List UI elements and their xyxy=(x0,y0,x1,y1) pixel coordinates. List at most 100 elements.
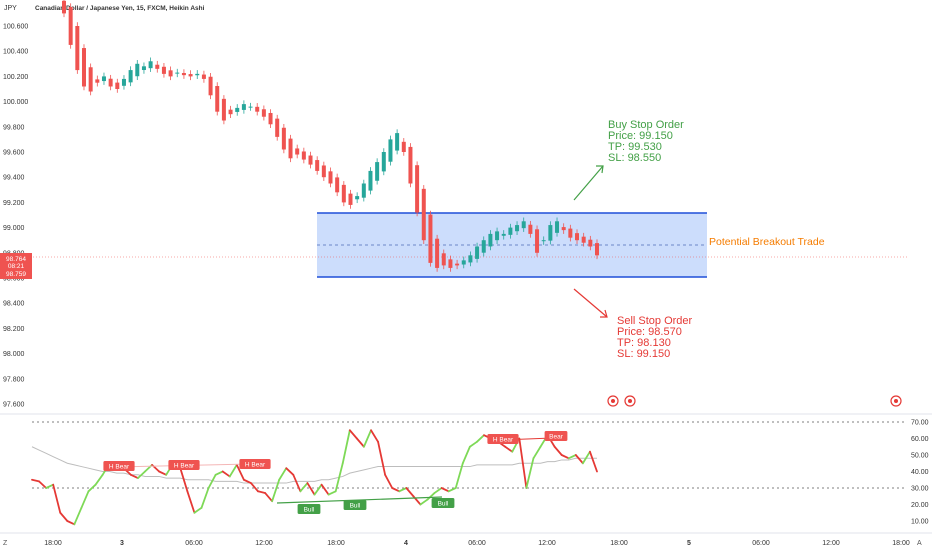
time-label: 4 xyxy=(404,540,408,547)
osc-segment xyxy=(377,440,387,476)
osc-segment xyxy=(45,483,55,489)
sell-sl: SL: 99.150 xyxy=(617,348,670,360)
osc-segment xyxy=(461,445,471,465)
osc-segment xyxy=(525,457,535,489)
candle xyxy=(421,185,426,244)
candle xyxy=(215,82,220,116)
oscillator-pane xyxy=(31,421,906,526)
time-label: 5 xyxy=(687,540,691,547)
osc-tick: 20.00 xyxy=(911,502,929,509)
bull-label: Bull xyxy=(431,498,455,508)
osc-segment xyxy=(200,487,210,509)
z-icon[interactable]: Z xyxy=(3,540,8,547)
osc-segment xyxy=(426,492,436,501)
candle xyxy=(295,144,300,159)
candle xyxy=(81,44,86,91)
osc-segment xyxy=(581,450,591,465)
osc-segment xyxy=(589,450,598,473)
bear-label: H Bear xyxy=(103,461,135,471)
countdown-label: 08:21 xyxy=(8,263,25,270)
breakout-label: Potential Breakout Trade xyxy=(709,236,825,248)
buy-sl: SL: 98.550 xyxy=(608,152,661,164)
osc-segment xyxy=(193,506,203,514)
osc-segment xyxy=(391,487,401,493)
time-label: 18:00 xyxy=(892,540,910,547)
osc-segment xyxy=(553,445,563,456)
event-icon[interactable] xyxy=(607,395,619,407)
osc-segment xyxy=(228,463,238,478)
osc-segment xyxy=(355,437,365,448)
candle xyxy=(495,227,500,244)
buy-arrow-line xyxy=(573,165,604,201)
osc-segment xyxy=(242,478,252,484)
buy-title: Buy Stop Order xyxy=(608,119,684,131)
candle xyxy=(148,57,153,72)
osc-segment xyxy=(94,473,104,486)
time-label: 3 xyxy=(120,540,124,547)
osc-segment xyxy=(476,434,485,443)
candle xyxy=(455,259,460,270)
osc-segment xyxy=(87,483,97,493)
price-tag xyxy=(0,253,32,279)
sell-arrow-line xyxy=(573,288,608,318)
svg-text:Bear: Bear xyxy=(549,434,564,441)
osc-segment xyxy=(405,487,415,498)
osc-segment xyxy=(341,429,351,465)
candle xyxy=(348,189,353,209)
candle xyxy=(301,147,306,164)
time-label: 18:00 xyxy=(327,540,345,547)
osc-segment xyxy=(52,483,62,514)
candle xyxy=(361,179,366,202)
auto-scale-icon[interactable]: A xyxy=(917,540,922,547)
time-label: 06:00 xyxy=(185,540,203,547)
time-label: 12:00 xyxy=(538,540,556,547)
candle xyxy=(141,62,146,74)
osc-segment xyxy=(440,487,450,493)
osc-segment xyxy=(186,490,196,514)
osc-segment xyxy=(250,482,259,493)
current-price-label: 98.764 xyxy=(6,256,26,263)
candle xyxy=(415,161,420,217)
event-icon[interactable] xyxy=(624,395,636,407)
candle xyxy=(555,217,560,237)
candle xyxy=(521,217,526,232)
osc-segment xyxy=(327,490,337,496)
osc-segment xyxy=(419,498,429,506)
osc-tick: 60.00 xyxy=(911,436,929,443)
osc-segment xyxy=(370,429,379,443)
osc-segment xyxy=(264,492,274,503)
time-label: 18:00 xyxy=(44,540,62,547)
osc-segment xyxy=(137,470,146,480)
prev-price-label: 98.759 xyxy=(6,271,26,278)
candle xyxy=(528,220,533,238)
price-tick: 99.800 xyxy=(3,124,25,131)
osc-segment xyxy=(560,454,570,460)
candle xyxy=(201,70,206,83)
time-label: 12:00 xyxy=(255,540,273,547)
bear-label: H Bear xyxy=(168,460,200,470)
time-axis[interactable]: 18:00 3 06:00 12:00 18:00 4 06:00 12:00 18:00 5 06… xyxy=(44,540,910,547)
price-tick: 97.800 xyxy=(3,376,25,383)
price-tick: 99.400 xyxy=(3,175,25,182)
candle xyxy=(575,229,580,244)
candle xyxy=(515,221,520,235)
oscillator-axis[interactable]: 70.00 60.00 50.00 40.00 30.00 20.00 10.00 xyxy=(911,420,929,526)
bear-label: Bear xyxy=(544,431,568,441)
osc-segment xyxy=(306,482,316,496)
candle xyxy=(461,256,466,269)
svg-text:Bull: Bull xyxy=(350,503,361,510)
candle xyxy=(468,251,473,267)
price-tick: 100.600 xyxy=(3,24,28,31)
osc-segment xyxy=(80,490,90,509)
price-tick: 100.400 xyxy=(3,49,28,56)
osc-segment xyxy=(334,462,344,493)
event-icon[interactable] xyxy=(890,395,902,407)
candle xyxy=(155,60,160,73)
osc-segment xyxy=(567,454,577,460)
candle xyxy=(95,75,100,87)
svg-text:Bull: Bull xyxy=(438,501,449,508)
candle xyxy=(228,105,233,118)
osc-segment xyxy=(574,454,584,465)
time-label: 18:00 xyxy=(610,540,628,547)
